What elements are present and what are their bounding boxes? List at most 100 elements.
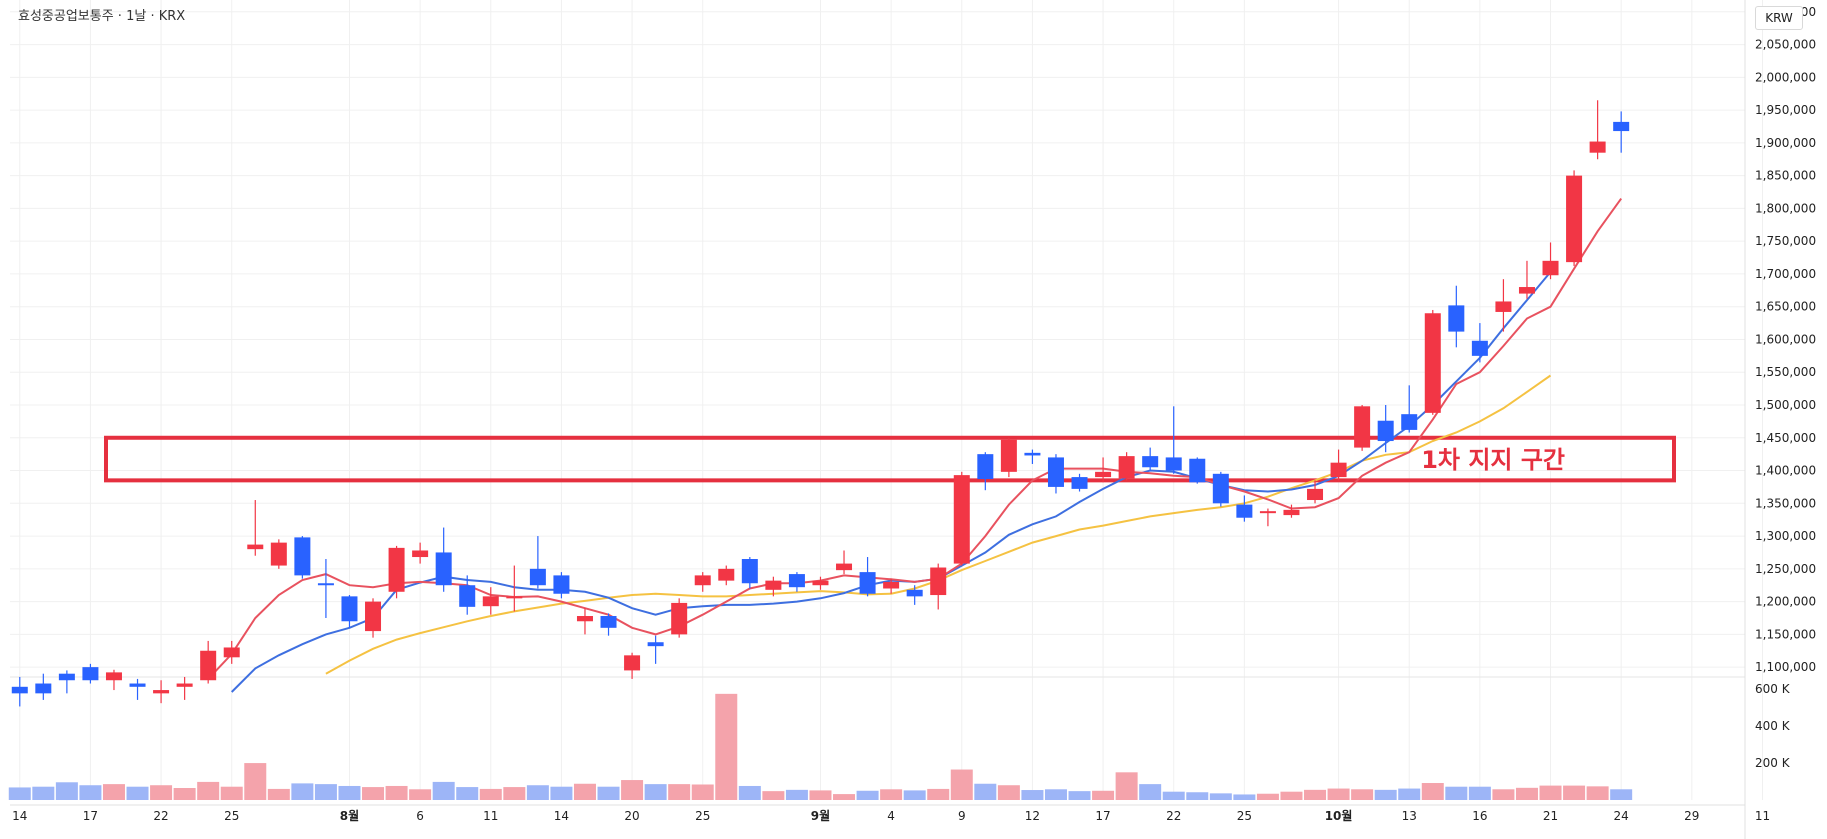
candle — [1259, 508, 1276, 527]
support-zone: 1차 지지 구간 — [104, 435, 1676, 483]
volume-bar — [244, 763, 267, 800]
candle-body — [930, 567, 947, 596]
volume-bar — [1233, 794, 1256, 800]
support-zone-box — [104, 435, 1676, 483]
candle — [1307, 480, 1324, 504]
price-tick-label: 1,350,000 — [1755, 496, 1816, 510]
candle — [953, 471, 970, 566]
price-tick-label: 1,400,000 — [1755, 464, 1816, 478]
time-axis[interactable]: 14 17 22 25 8월 6 11 14 20 25 9월 4 9 12 17 22 25 10월 13 16 21… — [12, 808, 1770, 823]
candle — [930, 563, 947, 610]
volume-bar — [856, 790, 879, 800]
candle-body — [1142, 456, 1159, 468]
price-tick-label: 2,000,000 — [1755, 70, 1816, 84]
volume-bar — [903, 790, 926, 800]
volume-bar — [738, 785, 761, 800]
candle — [859, 557, 876, 597]
volume-bar — [762, 791, 785, 800]
price-tick-label: 1,550,000 — [1755, 365, 1816, 379]
candle — [1566, 170, 1583, 267]
candle-body — [1330, 462, 1347, 478]
candle — [1589, 100, 1606, 160]
candle-body — [105, 672, 122, 681]
price-axis[interactable]: 2,100,0002,050,0002,000,0001,950,0001,90… — [1755, 5, 1816, 674]
time-tick-label: 14 — [12, 809, 27, 823]
volume-bar — [314, 784, 337, 800]
candle-body — [1518, 287, 1535, 294]
candle — [1189, 457, 1206, 484]
volume-bar — [644, 784, 667, 800]
volume-bar — [503, 787, 526, 800]
price-tick-label: 1,750,000 — [1755, 234, 1816, 248]
candle-body — [1495, 301, 1512, 312]
candle — [482, 587, 499, 615]
candle — [129, 678, 146, 700]
candle — [1024, 449, 1041, 464]
candle — [1142, 447, 1159, 471]
candle — [788, 572, 805, 592]
candle-body — [1212, 473, 1229, 504]
candle — [105, 669, 122, 691]
volume-bar — [385, 785, 408, 800]
volume-axis: 600 K 400 K 200 K — [1755, 682, 1791, 770]
volume-bar — [950, 769, 973, 800]
candle-body — [1589, 141, 1606, 153]
volume-bar — [338, 785, 361, 800]
candle-body — [647, 642, 664, 647]
volume-bar — [1092, 790, 1115, 800]
candle-body — [1259, 511, 1276, 514]
candle-body — [459, 585, 476, 607]
price-tick-label: 1,650,000 — [1755, 300, 1816, 314]
candle-body — [270, 542, 287, 566]
candle — [1283, 504, 1300, 518]
candle-body — [624, 655, 641, 671]
candle-body — [718, 568, 735, 581]
volume-bar — [1563, 785, 1586, 800]
candles — [11, 100, 1630, 707]
grid-lines — [10, 0, 1763, 839]
candle — [529, 536, 546, 589]
volume-bar — [8, 787, 31, 800]
candle — [624, 652, 641, 679]
candle-body — [529, 568, 546, 586]
candle — [82, 663, 99, 684]
volume-bar — [1044, 789, 1067, 800]
volume-bar — [621, 780, 644, 800]
volume-bar — [1068, 791, 1091, 800]
candle — [1095, 457, 1112, 483]
time-tick-label: 10월 — [1325, 808, 1353, 823]
candle — [1047, 454, 1064, 494]
candle-body — [1354, 406, 1371, 448]
candle — [1165, 406, 1182, 474]
candle-body — [671, 602, 688, 635]
volume-bar — [1492, 789, 1515, 800]
time-tick-label: 22 — [153, 809, 168, 823]
volume-bar — [1468, 786, 1491, 800]
volume-bar — [1021, 790, 1044, 800]
candle — [435, 527, 452, 592]
candle-body — [883, 581, 900, 589]
candle-body — [953, 475, 970, 564]
candle-body — [836, 563, 853, 571]
candle-body — [1377, 420, 1394, 442]
price-tick-label: 1,700,000 — [1755, 267, 1816, 281]
price-tick-label: 1,200,000 — [1755, 595, 1816, 609]
candle-body — [1448, 305, 1465, 332]
candle — [1448, 285, 1465, 348]
time-tick-label: 14 — [554, 809, 569, 823]
candle — [1236, 495, 1253, 522]
candle — [11, 676, 28, 707]
volume-bar — [550, 786, 573, 800]
currency-label[interactable]: KRW — [1755, 6, 1803, 30]
candle — [247, 500, 264, 556]
candle — [1613, 111, 1630, 153]
candle-body — [58, 673, 75, 681]
candle — [223, 640, 240, 664]
candle — [977, 452, 994, 491]
candle — [1071, 473, 1088, 492]
candle — [718, 565, 735, 586]
candle — [153, 680, 170, 704]
candle — [365, 598, 382, 638]
candle — [1330, 449, 1347, 481]
